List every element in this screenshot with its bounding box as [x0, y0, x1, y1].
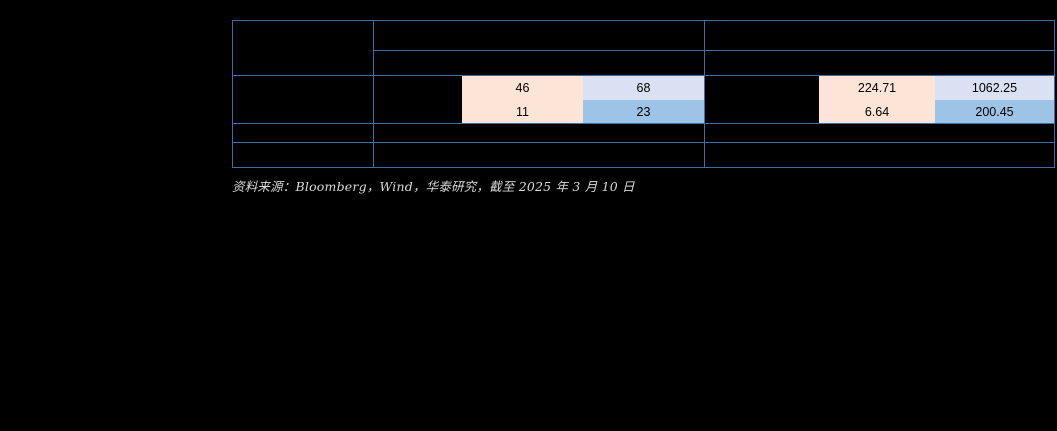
table-cell-left-row1-col1: 46: [462, 76, 583, 100]
table-gridline-bottom: [232, 167, 1055, 168]
table-cell-right-row1-col1: 224.71: [819, 76, 935, 100]
table-cell-left-row2-col1: 11: [462, 100, 583, 123]
table-cell-right-row1-col2: 1062.25: [935, 76, 1054, 100]
table-gridline-top: [232, 20, 1055, 21]
table-gridline-header: [373, 50, 1055, 51]
table-gridline-subheader: [232, 75, 1055, 76]
table-gridline-right: [1054, 20, 1055, 168]
source-note: 资料来源：Bloomberg，Wind，华泰研究，截至 2025 年 3 月 1…: [232, 179, 635, 194]
table-gridline-section-divider: [704, 20, 705, 168]
table-cell-left-row2-col2: 23: [583, 100, 704, 123]
data-table: 46 68 11 23 224.71 1062.25 6.64 200.45: [232, 20, 1055, 168]
table-gridline-left: [232, 20, 233, 168]
table-cell-right-row2-col2: 200.45: [935, 100, 1054, 123]
table-gridline-row: [232, 123, 1055, 124]
table-gridline-row: [232, 142, 1055, 143]
table-gridline-section-divider: [373, 20, 374, 168]
table-cell-left-row1-col2: 68: [583, 76, 704, 100]
table-cell-right-row2-col1: 6.64: [819, 100, 935, 123]
